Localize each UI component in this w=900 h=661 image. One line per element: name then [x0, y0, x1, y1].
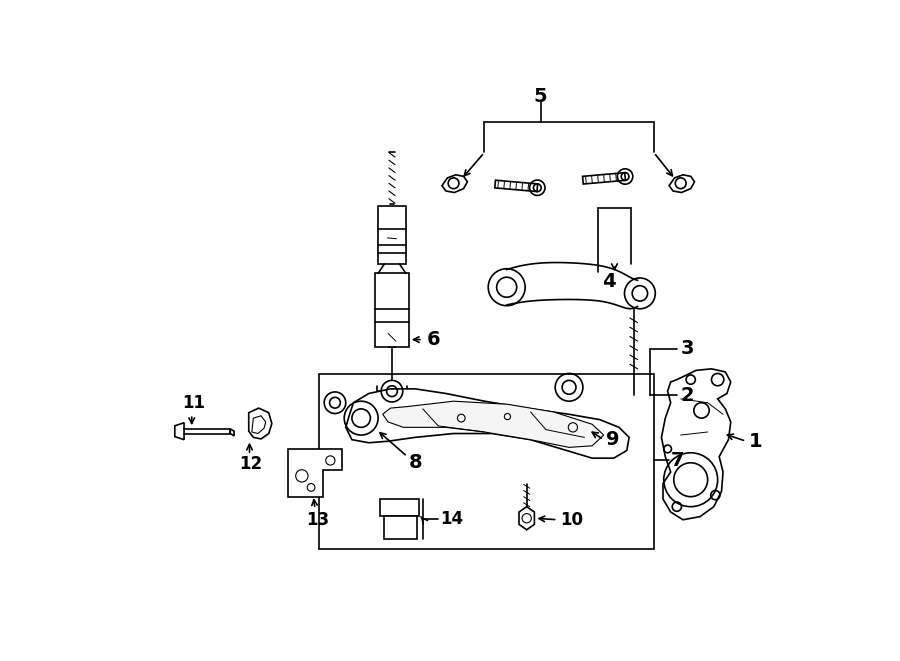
Text: 12: 12: [239, 455, 263, 473]
Polygon shape: [288, 449, 342, 496]
Text: 4: 4: [602, 272, 616, 291]
Polygon shape: [346, 389, 629, 458]
Text: 8: 8: [409, 453, 422, 472]
Text: 13: 13: [306, 511, 328, 529]
Text: 9: 9: [606, 430, 619, 449]
Bar: [381, 499, 418, 516]
Text: 3: 3: [680, 339, 694, 358]
Bar: [384, 516, 417, 539]
Bar: [375, 274, 409, 346]
Text: 11: 11: [183, 394, 205, 412]
Text: 6: 6: [427, 330, 440, 349]
Text: 10: 10: [560, 511, 583, 529]
Text: 5: 5: [534, 87, 547, 106]
Bar: [378, 206, 406, 264]
Text: 2: 2: [680, 385, 694, 405]
Text: 1: 1: [749, 432, 762, 451]
Text: 7: 7: [670, 451, 684, 470]
Polygon shape: [248, 408, 272, 439]
Polygon shape: [382, 401, 604, 447]
Text: 14: 14: [440, 510, 464, 528]
Bar: [319, 374, 653, 549]
